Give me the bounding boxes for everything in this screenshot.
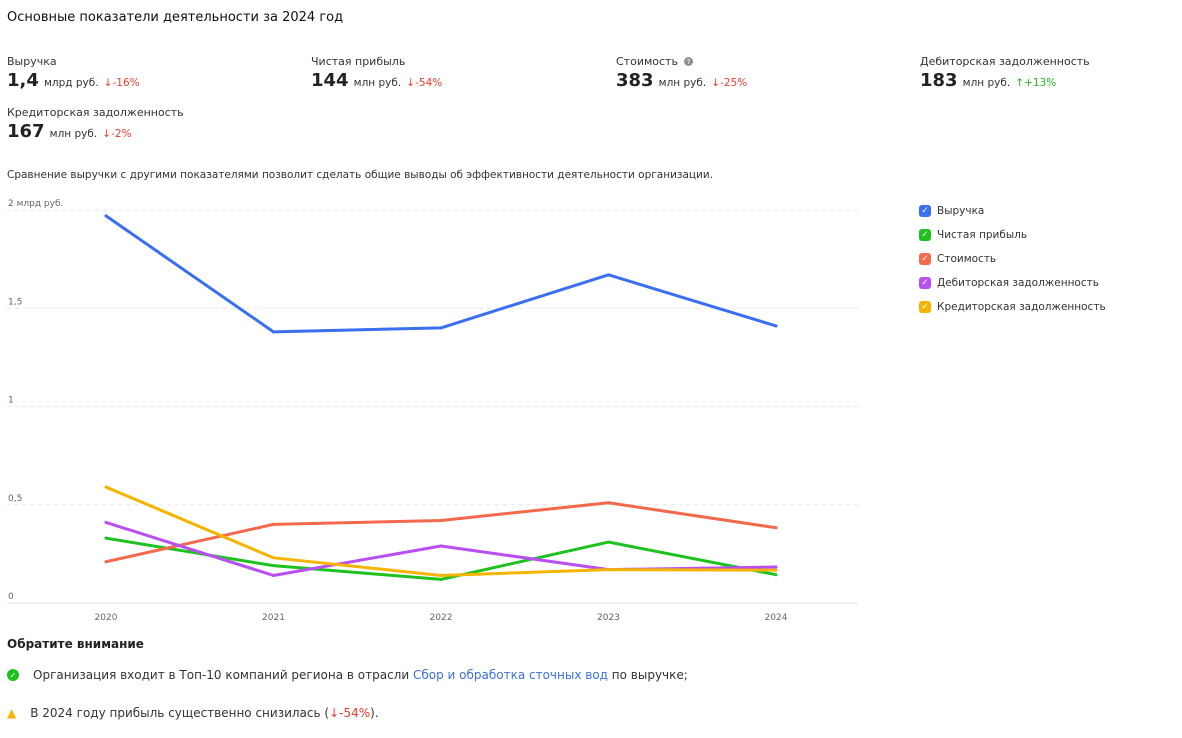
checkbox-checked-icon[interactable]: ✓ xyxy=(919,205,931,217)
checkbox-checked-icon[interactable]: ✓ xyxy=(919,253,931,265)
note-text: по выручке; xyxy=(607,668,688,682)
x-tick-label: 2024 xyxy=(765,613,788,623)
notes-title: Обратите внимание xyxy=(7,637,144,651)
chart-legend: ✓ Выручка ✓ Чистая прибыль ✓ Стоимость ✓ Дебито… xyxy=(919,199,1106,319)
checkbox-checked-icon[interactable]: ✓ xyxy=(919,277,931,289)
kpi-label: Чистая прибыль xyxy=(311,55,406,68)
kpi-unit: млн руб. xyxy=(962,77,1011,89)
legend-item[interactable]: ✓ Стоимость xyxy=(919,247,1106,271)
legend-item[interactable]: ✓ Выручка xyxy=(919,199,1106,223)
kpi-unit: млн руб. xyxy=(353,77,402,89)
change-badge: ↓-54% xyxy=(329,706,371,720)
y-tick-label: 1 xyxy=(8,396,14,406)
data-point xyxy=(607,273,610,277)
data-point xyxy=(272,522,275,526)
kpi-change: ↓-2% xyxy=(102,128,132,140)
data-point xyxy=(607,540,610,544)
kpi-label: Дебиторская задолженность xyxy=(920,55,1090,68)
y-tick-label: 1,5 xyxy=(8,297,22,307)
data-point xyxy=(104,536,108,540)
legend-item[interactable]: ✓ Кредиторская задолженность xyxy=(919,295,1106,319)
kpi-label: Выручка xyxy=(7,55,57,68)
data-point xyxy=(104,214,108,218)
data-point xyxy=(272,330,275,334)
kpi-change: ↑+13% xyxy=(1015,77,1057,89)
legend-label: Выручка xyxy=(937,205,985,217)
data-point xyxy=(774,565,778,569)
series-line xyxy=(104,536,778,581)
kpi-change: ↓-54% xyxy=(406,77,443,89)
data-point xyxy=(774,526,778,530)
legend-label: Дебиторская задолженность xyxy=(937,277,1099,289)
x-tick-label: 2021 xyxy=(262,613,285,623)
line-chart: 2 млрд руб. 1,5 1 0,5 0 2020 2021 2022 2023 2024 xyxy=(7,199,858,623)
chart-description: Сравнение выручки с другими показателями… xyxy=(7,169,714,181)
kpi-value: 383 xyxy=(616,70,654,91)
data-point xyxy=(439,573,443,577)
data-point xyxy=(774,573,778,577)
note-profit-drop: ▲ В 2024 году прибыль существенно снизил… xyxy=(7,706,379,720)
x-tick-label: 2020 xyxy=(95,613,118,623)
note-text: В 2024 году прибыль существенно снизилас… xyxy=(30,706,330,720)
checkbox-checked-icon[interactable]: ✓ xyxy=(919,301,931,313)
info-icon[interactable]: ? xyxy=(683,57,693,66)
checkbox-checked-icon[interactable]: ✓ xyxy=(919,229,931,241)
data-point xyxy=(439,544,443,548)
page-title: Основные показатели деятельности за 2024… xyxy=(7,10,344,25)
kpi-card: Чистая прибыль 144 млн руб. ↓-54% xyxy=(311,55,442,91)
data-point xyxy=(272,556,275,560)
data-point xyxy=(439,518,443,522)
kpi-card: Выручка 1,4 млрд руб. ↓-16% xyxy=(7,55,140,91)
data-point xyxy=(774,324,778,328)
legend-item[interactable]: ✓ Чистая прибыль xyxy=(919,223,1106,247)
legend-item[interactable]: ✓ Дебиторская задолженность xyxy=(919,271,1106,295)
kpi-value: 167 xyxy=(7,121,45,142)
kpi-card: Стоимость? 383 млн руб. ↓-25% xyxy=(616,55,747,91)
series-line xyxy=(104,214,778,334)
kpi-unit: млрд руб. xyxy=(43,77,99,89)
data-point xyxy=(439,577,443,581)
kpi-card: Кредиторская задолженность 167 млн руб. … xyxy=(7,106,184,142)
data-point xyxy=(774,568,778,572)
x-tick-label: 2022 xyxy=(430,613,453,623)
data-point xyxy=(607,568,610,572)
data-point xyxy=(272,573,275,577)
y-tick-label: 0 xyxy=(8,592,14,602)
data-point xyxy=(272,564,275,568)
kpi-label: Кредиторская задолженность xyxy=(7,106,184,119)
legend-label: Чистая прибыль xyxy=(937,229,1028,241)
kpi-unit: млн руб. xyxy=(658,77,707,89)
kpi-unit: млн руб. xyxy=(49,128,98,140)
legend-label: Кредиторская задолженность xyxy=(937,301,1106,313)
industry-link[interactable]: Сбор и обработка сточных вод xyxy=(412,668,608,682)
kpi-change: ↓-16% xyxy=(103,77,140,89)
kpi-label: Стоимость xyxy=(616,55,678,68)
x-tick-label: 2023 xyxy=(597,613,620,623)
check-circle-icon: ✓ xyxy=(7,669,19,681)
note-text: ). xyxy=(370,706,379,720)
legend-label: Стоимость xyxy=(937,253,997,265)
kpi-value: 1,4 xyxy=(7,70,39,91)
note-text: Организация входит в Топ-10 компаний рег… xyxy=(33,668,413,682)
warning-icon: ▲ xyxy=(7,706,17,720)
data-point xyxy=(104,485,108,489)
data-point xyxy=(439,326,443,330)
data-point xyxy=(607,501,610,505)
note-top10: ✓ Организация входит в Топ-10 компаний р… xyxy=(7,668,688,682)
kpi-change: ↓-25% xyxy=(711,77,748,89)
y-tick-label: 2 млрд руб. xyxy=(8,199,63,209)
data-point xyxy=(104,560,108,564)
series-line xyxy=(104,485,778,577)
data-point xyxy=(104,520,108,524)
kpi-value: 144 xyxy=(311,70,349,91)
kpi-card: Дебиторская задолженность 183 млн руб. ↑… xyxy=(920,55,1090,91)
kpi-value: 183 xyxy=(920,70,958,91)
y-tick-label: 0,5 xyxy=(8,494,22,504)
